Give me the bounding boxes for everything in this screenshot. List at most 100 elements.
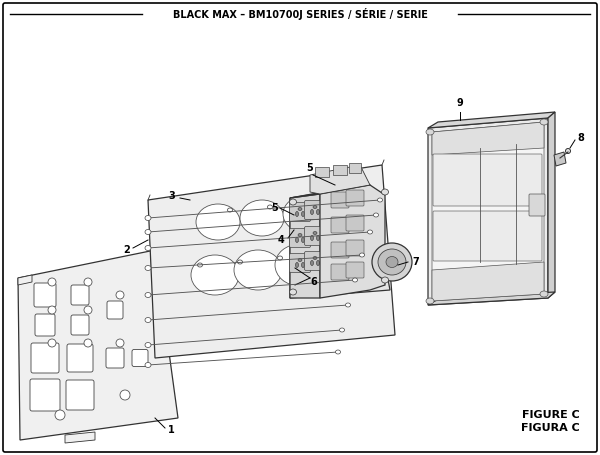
Polygon shape xyxy=(18,275,32,285)
FancyBboxPatch shape xyxy=(290,228,311,248)
FancyBboxPatch shape xyxy=(433,211,542,261)
Ellipse shape xyxy=(311,209,314,214)
FancyBboxPatch shape xyxy=(346,262,364,278)
FancyBboxPatch shape xyxy=(346,215,364,231)
Ellipse shape xyxy=(84,306,92,314)
Text: FIGURA C: FIGURA C xyxy=(521,423,580,433)
FancyBboxPatch shape xyxy=(331,217,349,233)
Polygon shape xyxy=(428,292,555,305)
Polygon shape xyxy=(290,194,320,298)
Ellipse shape xyxy=(311,261,314,266)
FancyBboxPatch shape xyxy=(67,344,93,372)
Ellipse shape xyxy=(48,339,56,347)
Ellipse shape xyxy=(325,193,365,227)
Ellipse shape xyxy=(377,198,383,202)
Text: 4: 4 xyxy=(277,235,284,245)
Polygon shape xyxy=(554,152,566,166)
Ellipse shape xyxy=(145,216,151,221)
Ellipse shape xyxy=(120,390,130,400)
FancyBboxPatch shape xyxy=(331,192,349,208)
Text: 3: 3 xyxy=(168,191,175,201)
Ellipse shape xyxy=(196,204,240,240)
Polygon shape xyxy=(148,165,395,358)
Ellipse shape xyxy=(317,209,320,214)
FancyBboxPatch shape xyxy=(132,349,148,366)
Ellipse shape xyxy=(318,244,362,280)
Ellipse shape xyxy=(145,266,151,271)
Polygon shape xyxy=(18,250,178,440)
Ellipse shape xyxy=(302,212,305,217)
Polygon shape xyxy=(290,185,390,298)
Ellipse shape xyxy=(372,243,412,281)
Text: 5: 5 xyxy=(307,163,313,173)
Ellipse shape xyxy=(317,261,320,266)
Ellipse shape xyxy=(296,263,299,268)
Ellipse shape xyxy=(298,207,302,211)
Ellipse shape xyxy=(302,238,305,243)
Ellipse shape xyxy=(566,148,571,153)
Ellipse shape xyxy=(116,339,124,347)
Ellipse shape xyxy=(335,350,341,354)
Ellipse shape xyxy=(55,410,65,420)
FancyBboxPatch shape xyxy=(66,380,94,410)
Text: FIGURE C: FIGURE C xyxy=(522,410,580,420)
Ellipse shape xyxy=(302,263,305,268)
FancyBboxPatch shape xyxy=(305,252,325,271)
Ellipse shape xyxy=(145,363,151,368)
Ellipse shape xyxy=(283,196,327,232)
Ellipse shape xyxy=(340,328,344,332)
Ellipse shape xyxy=(145,318,151,323)
Ellipse shape xyxy=(382,277,389,283)
Bar xyxy=(349,163,361,173)
Ellipse shape xyxy=(426,129,434,135)
FancyBboxPatch shape xyxy=(346,240,364,256)
Ellipse shape xyxy=(359,253,365,257)
Ellipse shape xyxy=(227,208,233,212)
Ellipse shape xyxy=(145,293,151,298)
Ellipse shape xyxy=(296,238,299,243)
FancyBboxPatch shape xyxy=(290,202,311,222)
Ellipse shape xyxy=(386,257,398,268)
Polygon shape xyxy=(428,118,548,305)
Ellipse shape xyxy=(308,201,313,205)
Ellipse shape xyxy=(296,212,299,217)
Polygon shape xyxy=(320,185,385,298)
Ellipse shape xyxy=(298,258,302,262)
FancyBboxPatch shape xyxy=(35,314,55,336)
Ellipse shape xyxy=(234,250,282,290)
FancyBboxPatch shape xyxy=(529,194,545,216)
FancyBboxPatch shape xyxy=(71,285,89,305)
Text: 7: 7 xyxy=(412,257,419,267)
FancyBboxPatch shape xyxy=(331,264,349,280)
FancyBboxPatch shape xyxy=(107,301,123,319)
Ellipse shape xyxy=(346,303,350,307)
Bar xyxy=(315,167,329,177)
Text: 6: 6 xyxy=(310,277,317,287)
FancyBboxPatch shape xyxy=(106,348,124,368)
Ellipse shape xyxy=(298,233,302,237)
FancyBboxPatch shape xyxy=(331,242,349,258)
Ellipse shape xyxy=(145,343,151,348)
Ellipse shape xyxy=(145,229,151,234)
Ellipse shape xyxy=(367,230,373,234)
Polygon shape xyxy=(432,262,544,301)
Text: 1: 1 xyxy=(168,425,175,435)
Ellipse shape xyxy=(540,291,548,297)
Ellipse shape xyxy=(426,298,434,304)
Ellipse shape xyxy=(382,189,389,195)
Ellipse shape xyxy=(540,119,548,125)
Text: 2: 2 xyxy=(123,245,130,255)
Text: 5: 5 xyxy=(271,203,278,213)
Ellipse shape xyxy=(313,257,317,259)
FancyBboxPatch shape xyxy=(433,154,542,206)
Text: BLACK MAX – BM10700J SERIES / SÉRIE / SERIE: BLACK MAX – BM10700J SERIES / SÉRIE / SE… xyxy=(173,8,427,20)
Ellipse shape xyxy=(373,213,379,217)
Ellipse shape xyxy=(240,200,284,236)
FancyBboxPatch shape xyxy=(71,315,89,335)
FancyBboxPatch shape xyxy=(30,379,60,411)
FancyBboxPatch shape xyxy=(305,227,325,246)
Ellipse shape xyxy=(313,206,317,208)
Ellipse shape xyxy=(116,291,124,299)
FancyBboxPatch shape xyxy=(305,201,325,219)
Polygon shape xyxy=(310,165,370,194)
